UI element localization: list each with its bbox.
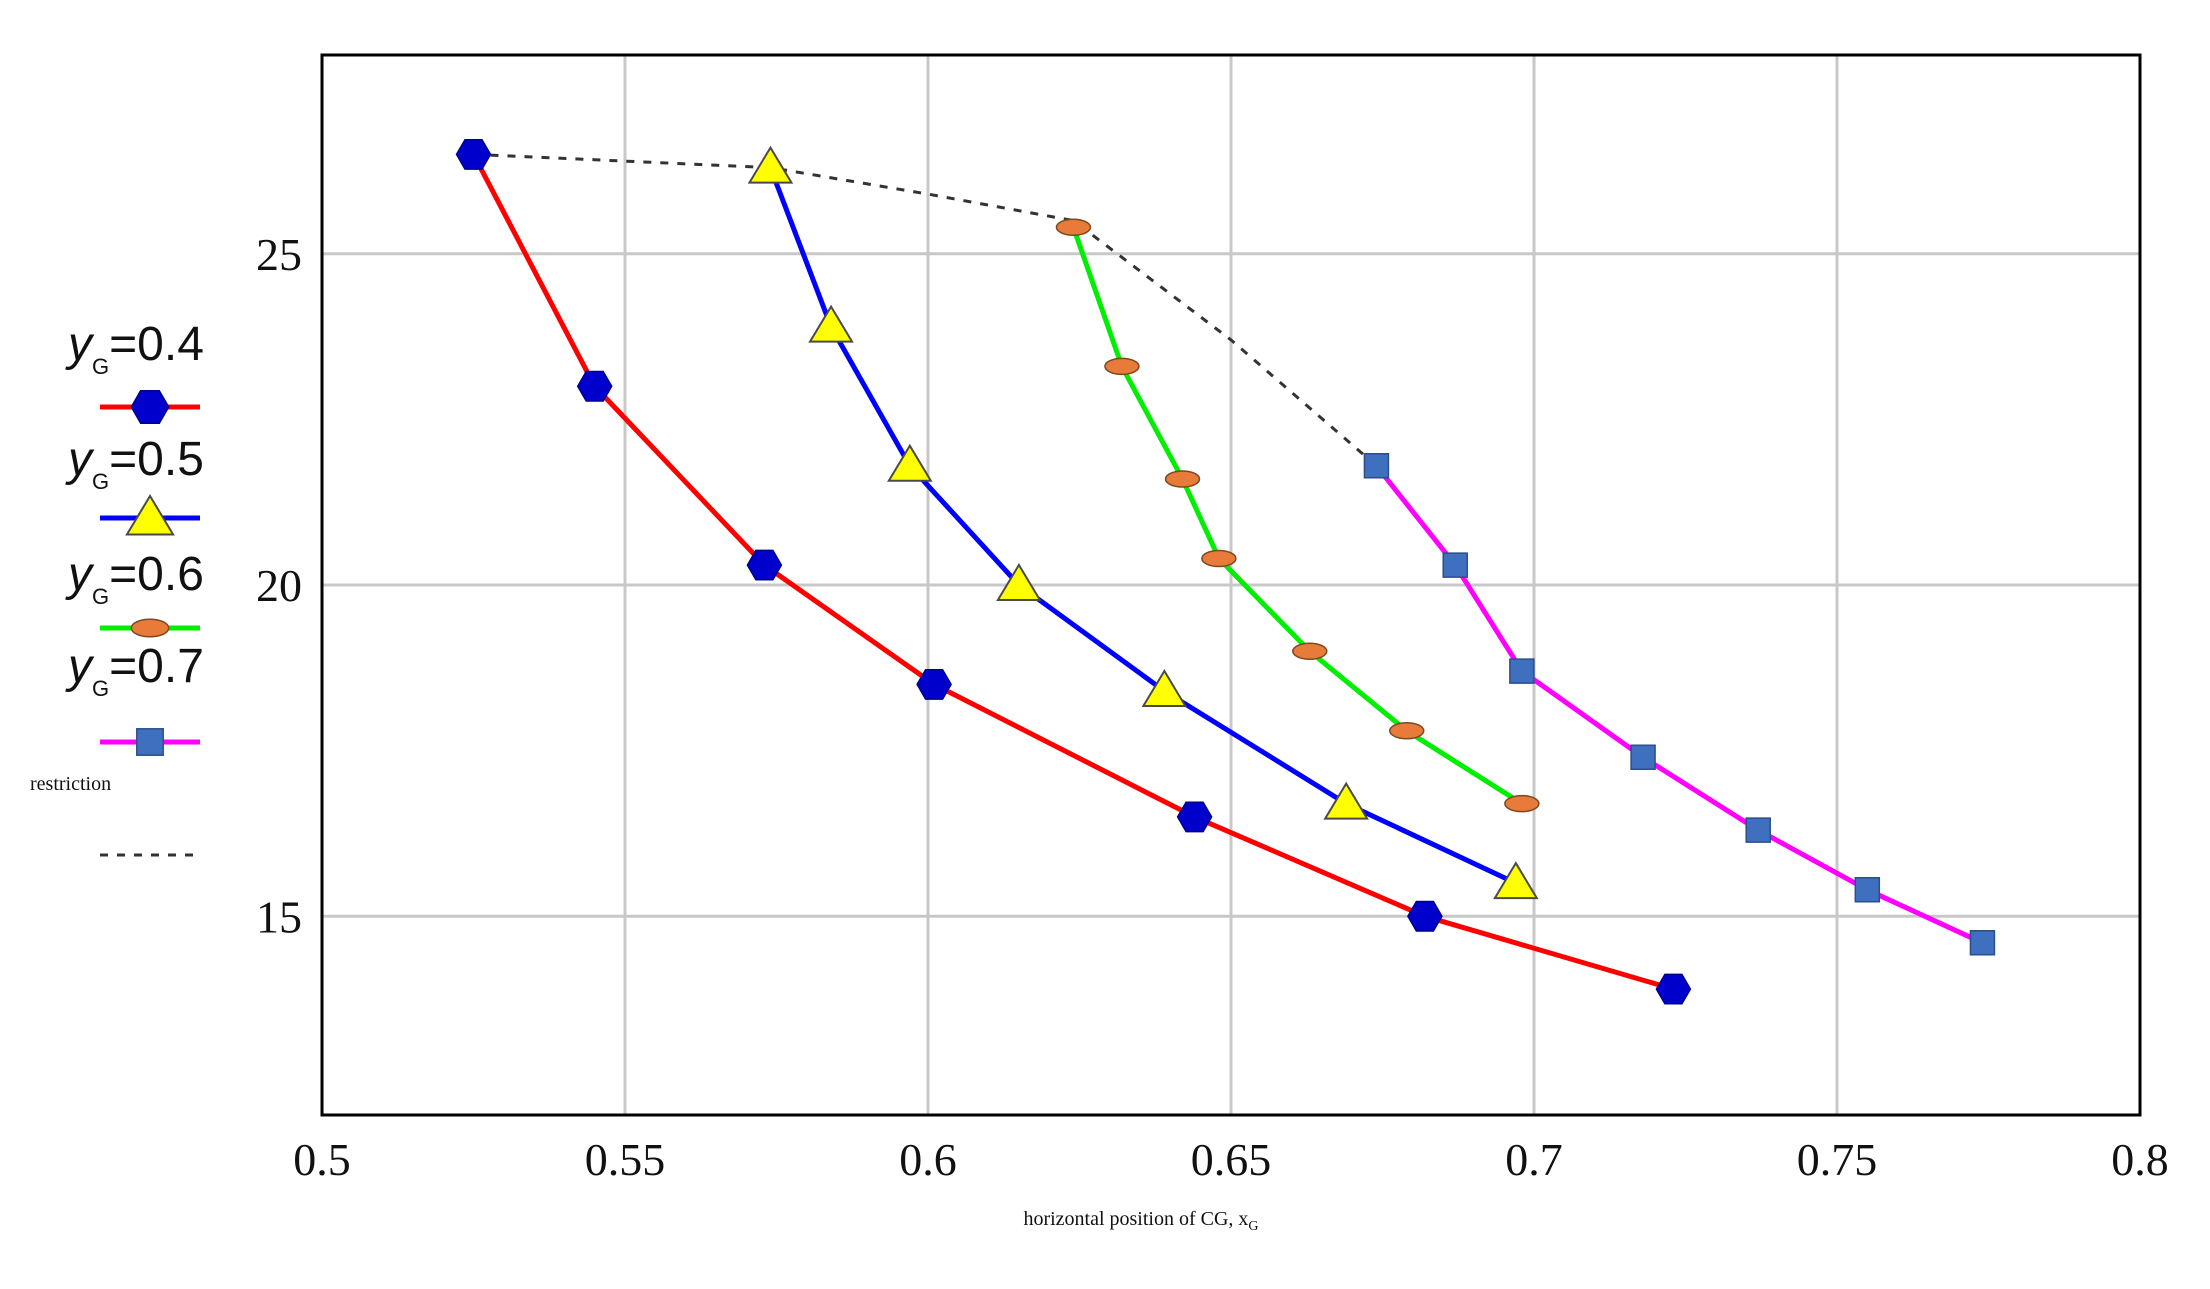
square-marker: [1442, 552, 1468, 578]
plot-frame: [320, 53, 2142, 1117]
hexagon-marker: [1655, 973, 1692, 1005]
triangle-marker: [747, 145, 794, 184]
legend-value: =0.6: [109, 548, 204, 601]
hexagon-marker: [130, 390, 170, 424]
square-marker: [1509, 658, 1535, 684]
x-tick-label: 0.75: [1797, 1134, 1878, 1185]
legend-variable: y: [65, 640, 95, 693]
hexagon-marker: [455, 138, 492, 170]
legend-variable: y: [65, 318, 95, 371]
legend-variable: y: [65, 433, 95, 486]
series-4: [473, 152, 1378, 467]
x-tick-label: 0.8: [2111, 1134, 2169, 1185]
legend-value: =0.5: [109, 433, 204, 486]
series-layer: [455, 138, 1996, 1005]
triangle-marker: [1141, 669, 1188, 707]
square-marker: [1363, 453, 1390, 479]
triangle-marker: [1323, 781, 1369, 820]
grid-lines: [322, 55, 2140, 1115]
ellipse-marker: [1292, 642, 1328, 660]
square-marker: [1745, 817, 1771, 843]
series-3: [1363, 453, 1996, 956]
square-marker: [1969, 930, 1996, 956]
triangle-marker: [1493, 861, 1539, 900]
hexagon-marker: [916, 668, 952, 700]
square-marker: [136, 728, 164, 756]
hexagon-marker: [746, 549, 783, 581]
legend-subscript: G: [92, 676, 109, 701]
legend-subscript: G: [92, 469, 109, 494]
hexagon-marker: [1407, 900, 1443, 932]
legend-value: =0.4: [109, 318, 204, 371]
ellipse-marker: [1104, 357, 1140, 376]
legend-variable: y: [65, 548, 95, 601]
x-tick-label: 0.65: [1191, 1134, 1272, 1185]
legend-subscript: G: [92, 584, 109, 609]
ellipse-marker: [1388, 722, 1425, 740]
triangle-marker: [808, 304, 854, 343]
y-tick-label: 15: [256, 891, 302, 942]
series-2: [1055, 218, 1540, 813]
x-axis-label-subscript: G: [1248, 1219, 1258, 1234]
square-marker: [1630, 744, 1656, 770]
triangle-marker: [125, 494, 175, 536]
legend-value: =0.7: [109, 640, 204, 693]
ellipse-marker: [1164, 470, 1201, 488]
square-marker: [1854, 877, 1881, 903]
legend-subscript: G: [92, 354, 109, 379]
ellipse-marker: [1504, 794, 1540, 813]
series-1: [747, 145, 1539, 900]
series-0: [455, 138, 1692, 1005]
triangle-marker: [996, 563, 1042, 601]
x-tick-label: 0.6: [899, 1134, 957, 1185]
hexagon-marker: [1176, 801, 1213, 833]
tick-labels: 0.5 0.55 0.6 0.65 0.7 0.75 0.8 15 20 25: [256, 229, 2169, 1185]
series-line: [473, 152, 1378, 467]
x-axis-label: horizontal position of CG, xG: [1023, 1208, 1258, 1234]
x-tick-label: 0.5: [293, 1134, 351, 1185]
ellipse-marker: [1201, 549, 1237, 568]
legend-restriction-label: restriction: [30, 773, 111, 795]
y-tick-label: 20: [256, 560, 302, 611]
ellipse-marker: [130, 618, 170, 638]
triangle-marker: [887, 443, 933, 482]
x-axis-label-text: horizontal position of CG, x: [1023, 1208, 1248, 1230]
ellipse-marker: [1055, 218, 1092, 236]
legend-label: yG=0.7: [65, 640, 204, 701]
hexagon-marker: [576, 370, 613, 402]
x-tick-label: 0.7: [1505, 1134, 1563, 1185]
legend-label: yG=0.4: [65, 318, 204, 379]
legend-label: yG=0.5: [65, 433, 204, 494]
legend-label: yG=0.6: [65, 548, 204, 609]
y-tick-label: 25: [256, 229, 302, 280]
x-tick-label: 0.55: [585, 1134, 666, 1185]
